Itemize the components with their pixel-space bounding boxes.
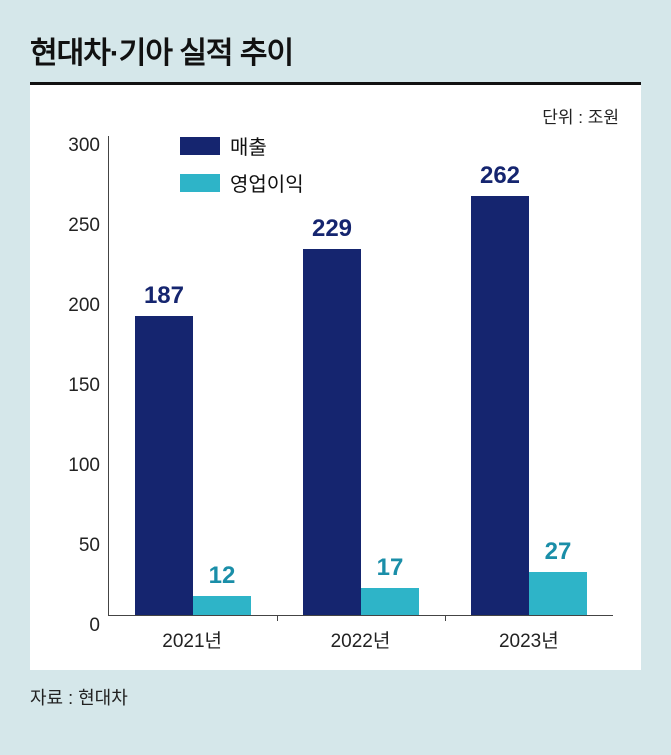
bar-value-label: 262 (480, 162, 520, 196)
bar-revenue: 187 (135, 316, 193, 615)
source-label: 자료 : 현대차 (10, 670, 661, 710)
chart-container: 현대차·기아 실적 추이 단위 : 조원 매출 영업이익 05010015020… (10, 10, 661, 745)
chart-card: 단위 : 조원 매출 영업이익 050100150200250300 18712… (30, 85, 641, 670)
y-tick: 300 (52, 135, 100, 157)
y-tick: 50 (52, 535, 100, 557)
plot-area: 050100150200250300 187122291726227 2021년… (52, 136, 619, 656)
bar-value-label: 187 (144, 282, 184, 316)
x-tick-label: 2023년 (445, 618, 613, 656)
y-tick: 0 (52, 615, 100, 637)
bar-revenue: 262 (471, 196, 529, 615)
bar-value-label: 229 (312, 215, 352, 249)
bar-value-label: 27 (545, 538, 572, 572)
bar-profit: 12 (193, 596, 251, 615)
bar-value-label: 12 (209, 562, 236, 596)
bar-group: 26227 (471, 196, 587, 615)
x-tick-label: 2021년 (108, 618, 276, 656)
y-tick: 150 (52, 375, 100, 397)
chart-title: 현대차·기아 실적 추이 (10, 10, 661, 82)
bar-profit: 27 (529, 572, 587, 615)
y-tick: 100 (52, 455, 100, 477)
bar-revenue: 229 (303, 249, 361, 615)
y-tick: 200 (52, 295, 100, 317)
plot: 187122291726227 (108, 136, 613, 616)
y-tick: 250 (52, 215, 100, 237)
y-axis: 050100150200250300 (52, 136, 108, 616)
bar-profit: 17 (361, 588, 419, 615)
bar-value-label: 17 (377, 554, 404, 588)
x-tick-label: 2022년 (276, 618, 444, 656)
unit-label: 단위 : 조원 (52, 103, 619, 128)
bar-group: 18712 (135, 316, 251, 615)
x-axis-labels: 2021년2022년2023년 (108, 618, 613, 656)
bar-group: 22917 (303, 249, 419, 615)
